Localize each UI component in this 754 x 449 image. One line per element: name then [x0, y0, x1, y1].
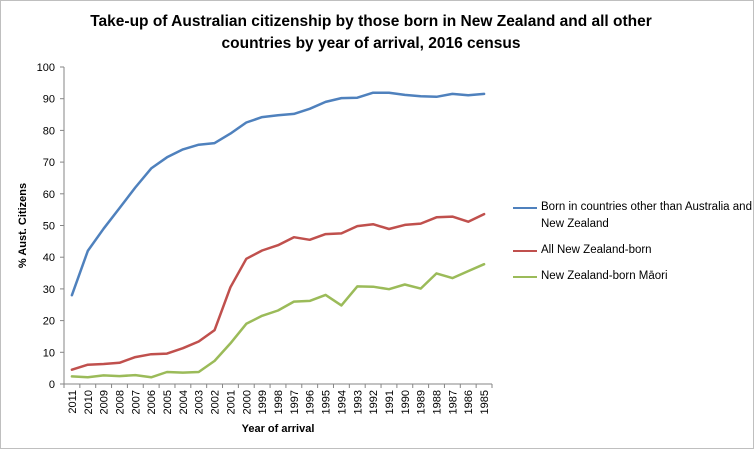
y-tick-label: 90 [43, 94, 55, 106]
x-tick-label: 1999 [257, 390, 269, 414]
x-tick-label: 2006 [146, 390, 158, 414]
x-tick-label: 1994 [336, 390, 348, 414]
x-tick-label: 1992 [368, 390, 380, 414]
y-tick-label: 30 [43, 284, 55, 296]
legend-label-all-nz-born: All New Zealand-born [541, 244, 652, 256]
x-tick-label: 2010 [83, 390, 95, 414]
x-tick-label: 2002 [210, 390, 222, 414]
y-tick-label: 60 [43, 189, 55, 201]
y-tick-label: 20 [43, 316, 55, 328]
legend-item-other-countries: Born in countries other than Australia a… [513, 199, 753, 233]
y-axis-title: % Aust. Citizens [17, 183, 29, 268]
x-tick-label: 1987 [447, 390, 459, 414]
legend-item-all-nz-born: All New Zealand-born [513, 242, 753, 259]
legend: Born in countries other than Australia a… [513, 199, 753, 294]
x-tick-label: 1996 [305, 390, 317, 414]
x-tick-label: 1985 [479, 390, 491, 414]
x-tick-label: 1991 [384, 390, 396, 414]
y-tick-label: 40 [43, 252, 55, 264]
y-tick-label: 50 [43, 221, 55, 233]
x-tick-label: 1993 [352, 390, 364, 414]
legend-swatch-other-countries [513, 206, 537, 209]
y-tick-label: 70 [43, 157, 55, 169]
y-tick-label: 0 [49, 379, 55, 391]
chart-title: Take-up of Australian citizenship by tho… [61, 11, 681, 55]
y-tick-label: 100 [37, 62, 55, 74]
x-tick-label: 1995 [321, 390, 333, 414]
x-tick-label: 1986 [463, 390, 475, 414]
x-tick-label: 1998 [273, 390, 285, 414]
legend-label-other-countries: Born in countries other than Australia a… [541, 201, 752, 230]
x-tick-label: 2009 [99, 390, 111, 414]
x-tick-label: 2005 [162, 390, 174, 414]
chart-title-line-1: Take-up of Australian citizenship by tho… [90, 13, 652, 30]
y-tick-label: 10 [43, 347, 55, 359]
y-tick-label: 80 [43, 125, 55, 137]
legend-swatch-nz-maori [513, 275, 537, 278]
x-tick-label: 1990 [400, 390, 412, 414]
legend-label-nz-maori: New Zealand-born Māori [541, 270, 668, 282]
x-tick-label: 2000 [241, 390, 253, 414]
series-line-nz-maori [70, 262, 486, 379]
x-tick-label: 2003 [194, 390, 206, 414]
x-tick-label: 1988 [432, 390, 444, 414]
series-line-other-countries [70, 91, 486, 297]
x-tick-label: 1989 [416, 390, 428, 414]
x-tick-label: 2007 [130, 390, 142, 414]
x-tick-label: 2001 [225, 390, 237, 414]
legend-swatch-all-nz-born [513, 249, 537, 252]
x-tick-label: 1997 [289, 390, 301, 414]
x-tick-label: 2008 [114, 390, 126, 414]
x-tick-label: 2004 [178, 390, 190, 414]
legend-item-nz-maori: New Zealand-born Māori [513, 268, 753, 285]
x-axis-title: Year of arrival [242, 423, 315, 435]
x-tick-label: 2011 [67, 390, 79, 414]
chart-title-line-2: countries by year of arrival, 2016 censu… [221, 35, 521, 52]
series-line-all-nz-born [70, 212, 486, 371]
